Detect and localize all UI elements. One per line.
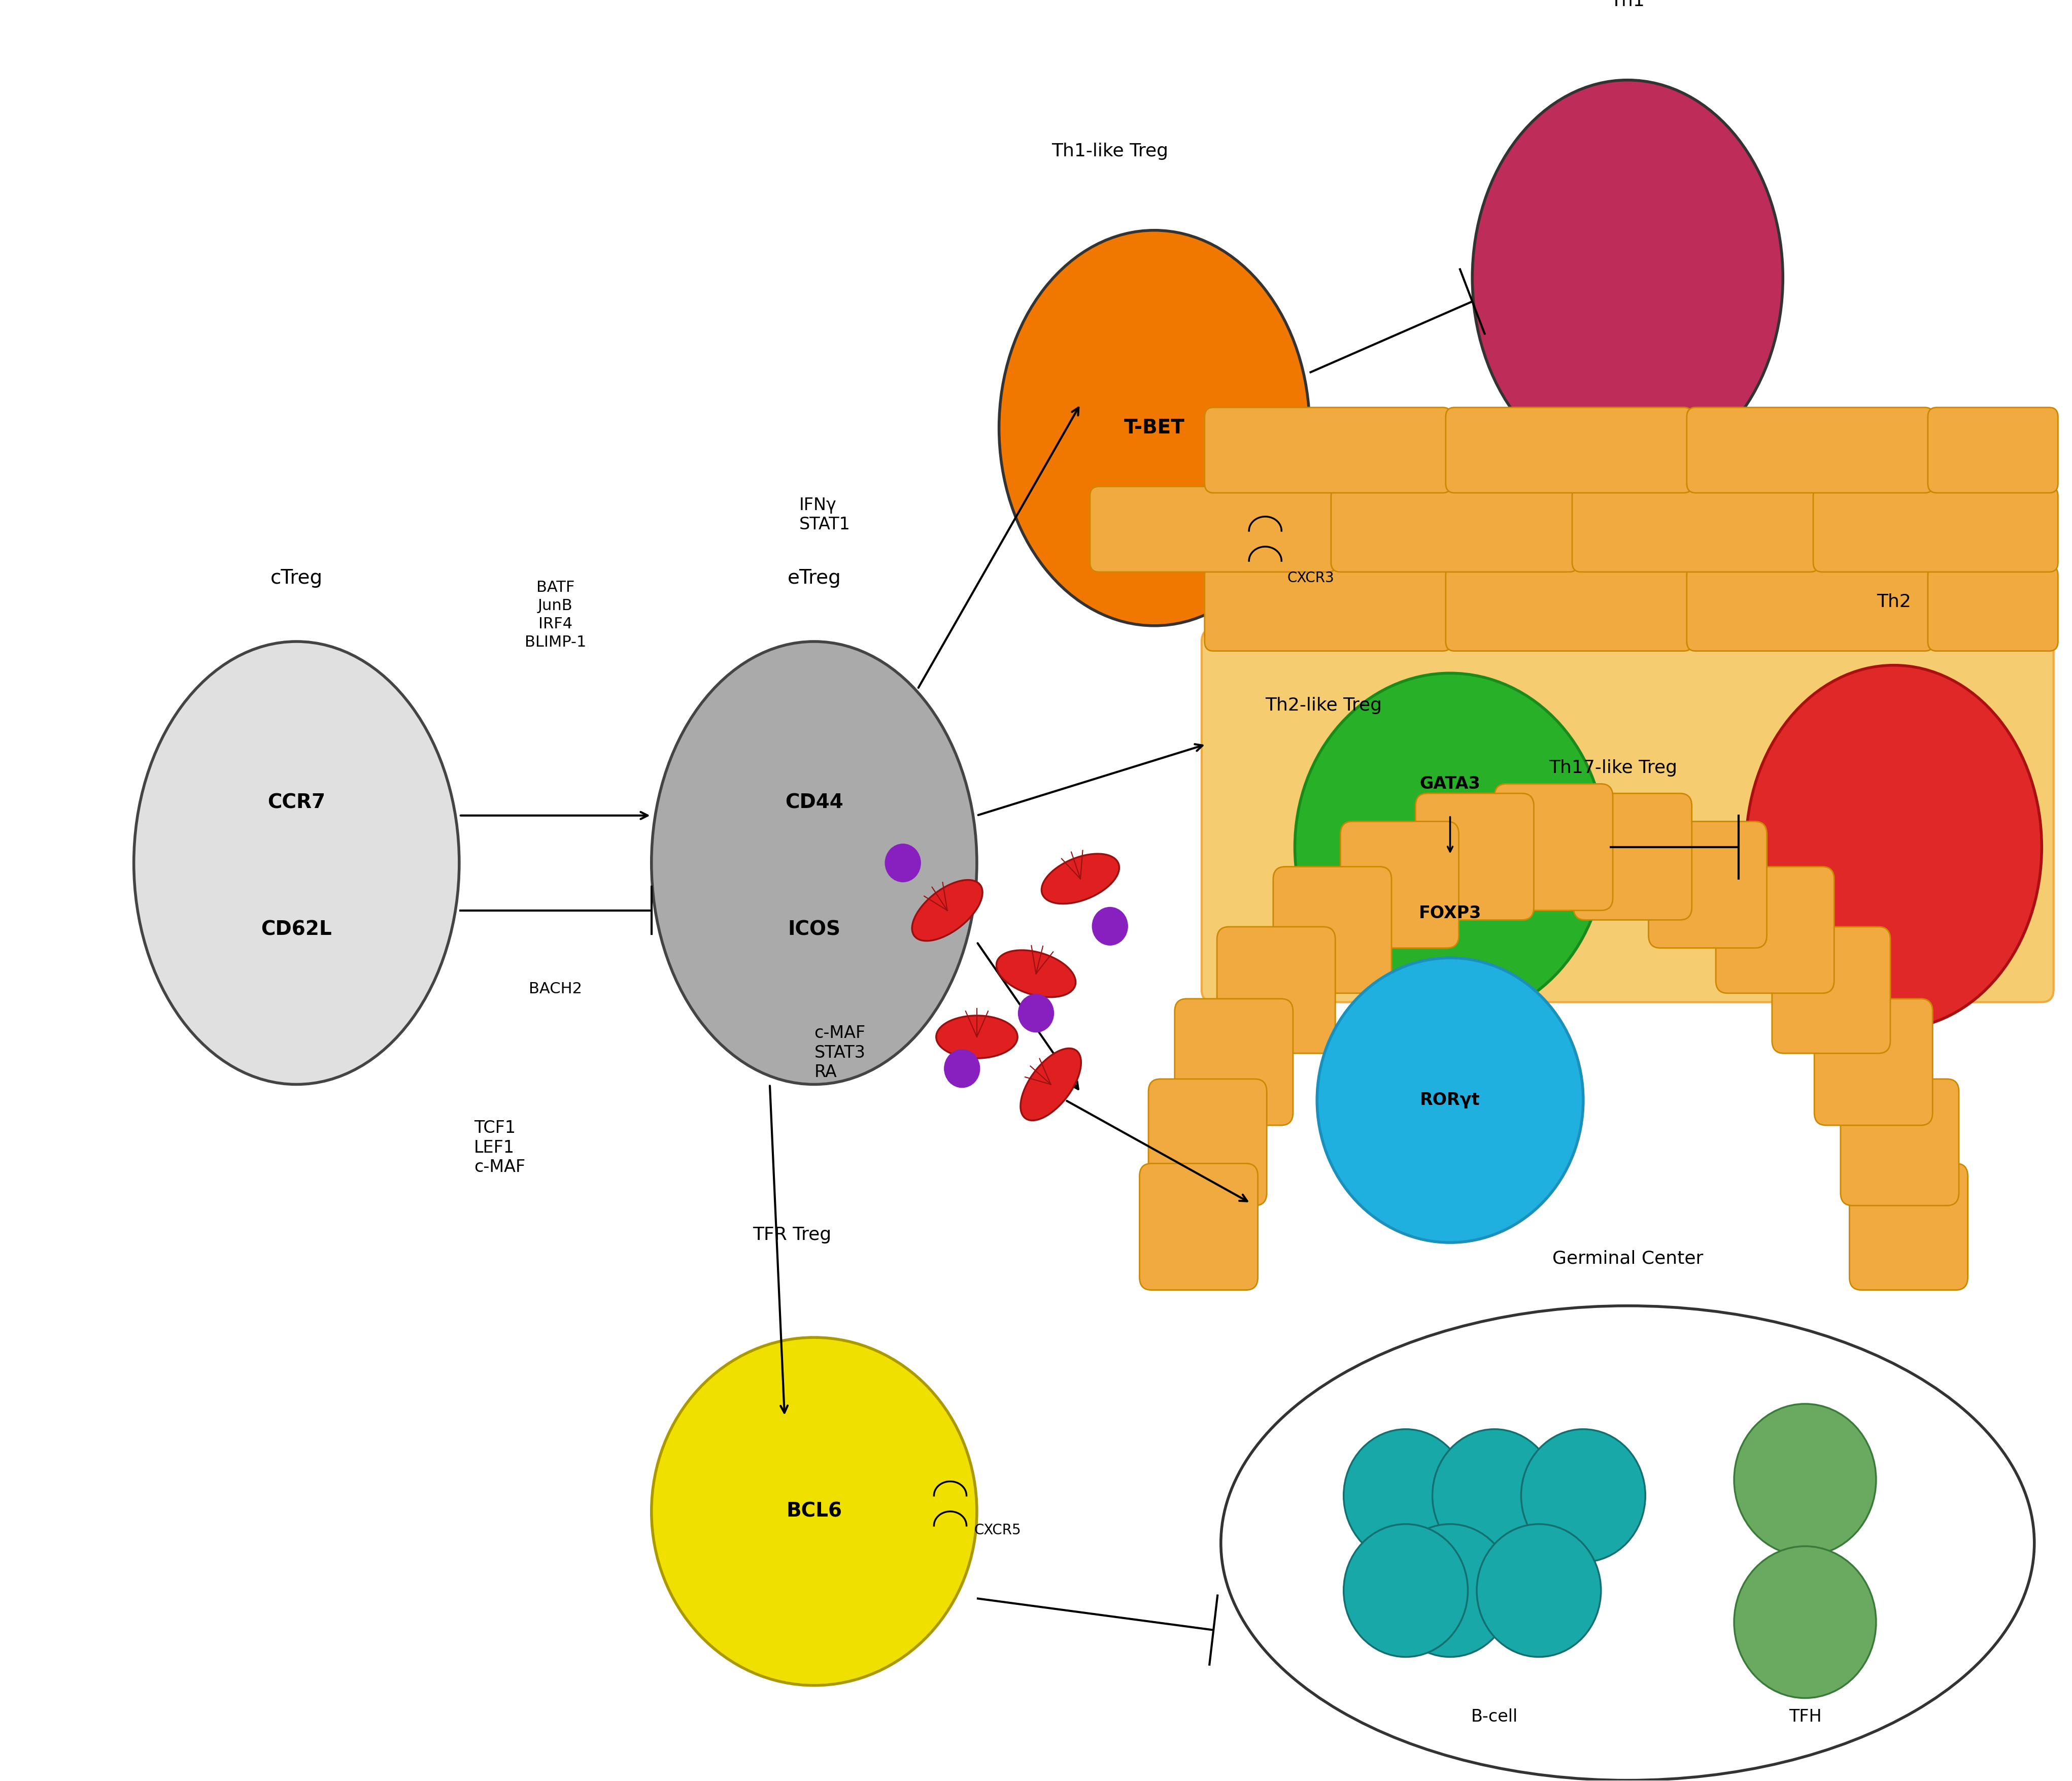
- FancyBboxPatch shape: [1446, 408, 1693, 493]
- FancyBboxPatch shape: [1494, 784, 1612, 910]
- Text: TFH: TFH: [1788, 1708, 1821, 1726]
- Text: BCL6: BCL6: [785, 1501, 841, 1521]
- Text: Th1: Th1: [1610, 0, 1645, 9]
- FancyBboxPatch shape: [1415, 793, 1533, 921]
- FancyBboxPatch shape: [1204, 566, 1452, 652]
- Text: BACH2: BACH2: [528, 981, 582, 996]
- Circle shape: [1017, 994, 1055, 1033]
- Circle shape: [1521, 1428, 1645, 1562]
- Text: BATF
JunB
IRF4
BLIMP-1: BATF JunB IRF4 BLIMP-1: [524, 581, 586, 650]
- Text: Th2: Th2: [1877, 593, 1910, 611]
- Ellipse shape: [912, 880, 982, 940]
- FancyBboxPatch shape: [1446, 566, 1693, 652]
- Text: RORγt: RORγt: [1419, 1092, 1479, 1108]
- Text: Th1-like Treg: Th1-like Treg: [1053, 142, 1169, 160]
- Circle shape: [1318, 958, 1583, 1243]
- FancyBboxPatch shape: [1815, 999, 1933, 1126]
- Text: Th17-like Treg: Th17-like Treg: [1548, 759, 1676, 777]
- Text: GATA3: GATA3: [1419, 775, 1481, 793]
- Circle shape: [1432, 1428, 1556, 1562]
- FancyBboxPatch shape: [1687, 566, 1933, 652]
- Text: ICOS: ICOS: [787, 919, 841, 939]
- FancyBboxPatch shape: [1175, 999, 1293, 1126]
- FancyBboxPatch shape: [1649, 821, 1767, 947]
- Ellipse shape: [1021, 1049, 1082, 1120]
- FancyBboxPatch shape: [1204, 408, 1452, 493]
- Text: CD44: CD44: [785, 793, 843, 812]
- Text: CCR7: CCR7: [267, 793, 325, 812]
- Circle shape: [1734, 1403, 1875, 1555]
- FancyBboxPatch shape: [1927, 566, 2057, 652]
- Circle shape: [1343, 1428, 1467, 1562]
- Text: c-MAF
STAT3
RA: c-MAF STAT3 RA: [814, 1026, 866, 1081]
- Text: Germinal Center: Germinal Center: [1552, 1250, 1703, 1266]
- Text: cTreg: cTreg: [269, 568, 323, 588]
- Text: CXCR5: CXCR5: [974, 1523, 1021, 1537]
- Ellipse shape: [1473, 80, 1782, 476]
- Text: Th2-like Treg: Th2-like Treg: [1266, 696, 1382, 714]
- Circle shape: [651, 1338, 976, 1685]
- FancyBboxPatch shape: [1140, 1163, 1258, 1289]
- Text: TCF1
LEF1
c-MAF: TCF1 LEF1 c-MAF: [474, 1120, 526, 1175]
- Text: T-BET: T-BET: [1123, 419, 1185, 438]
- Ellipse shape: [1747, 666, 2041, 1029]
- Ellipse shape: [135, 641, 460, 1085]
- FancyBboxPatch shape: [1850, 1163, 1968, 1289]
- Ellipse shape: [1295, 673, 1606, 1021]
- FancyBboxPatch shape: [1330, 486, 1579, 572]
- Text: eTreg: eTreg: [787, 568, 841, 588]
- Text: FOXP3: FOXP3: [1419, 905, 1481, 923]
- FancyBboxPatch shape: [1216, 926, 1334, 1053]
- Text: B-cell: B-cell: [1471, 1708, 1519, 1726]
- Circle shape: [945, 1049, 980, 1088]
- FancyBboxPatch shape: [1272, 867, 1392, 994]
- FancyBboxPatch shape: [1148, 1079, 1266, 1206]
- Circle shape: [1734, 1546, 1875, 1697]
- Ellipse shape: [937, 1015, 1017, 1058]
- FancyBboxPatch shape: [1813, 486, 2057, 572]
- FancyBboxPatch shape: [1716, 867, 1834, 994]
- Text: CXCR3: CXCR3: [1287, 572, 1334, 586]
- Circle shape: [885, 844, 920, 882]
- Circle shape: [1388, 1525, 1513, 1656]
- FancyBboxPatch shape: [1687, 408, 1933, 493]
- FancyBboxPatch shape: [1202, 629, 2053, 1003]
- Circle shape: [1343, 1525, 1467, 1656]
- Ellipse shape: [651, 641, 976, 1085]
- Ellipse shape: [999, 230, 1310, 625]
- FancyBboxPatch shape: [1341, 821, 1459, 947]
- Circle shape: [1477, 1525, 1602, 1656]
- FancyBboxPatch shape: [1927, 408, 2057, 493]
- Ellipse shape: [1042, 853, 1119, 903]
- Ellipse shape: [997, 951, 1075, 997]
- FancyBboxPatch shape: [1573, 486, 1819, 572]
- Text: CD62L: CD62L: [261, 919, 332, 939]
- FancyBboxPatch shape: [1090, 486, 1336, 572]
- Text: TFR Treg: TFR Treg: [752, 1225, 831, 1243]
- Ellipse shape: [1220, 1305, 2035, 1781]
- Circle shape: [1092, 907, 1127, 946]
- FancyBboxPatch shape: [1772, 926, 1890, 1053]
- Text: IFNγ
STAT1: IFNγ STAT1: [800, 497, 850, 533]
- FancyBboxPatch shape: [1840, 1079, 1958, 1206]
- FancyBboxPatch shape: [1573, 793, 1693, 921]
